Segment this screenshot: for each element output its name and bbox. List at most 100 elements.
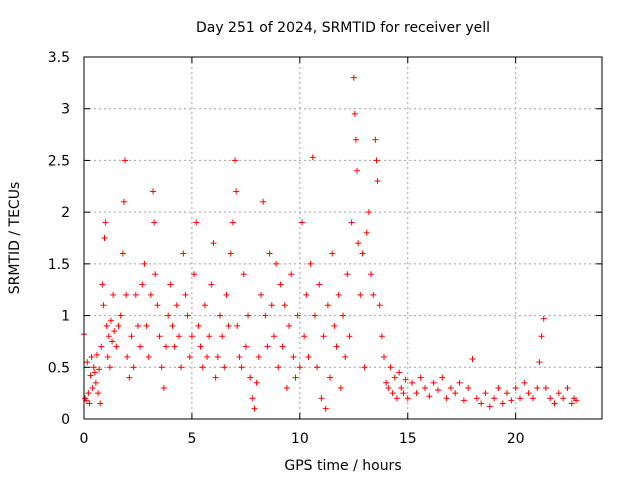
data-point — [329, 250, 336, 257]
data-point — [281, 302, 288, 309]
data-point — [409, 379, 416, 386]
data-point — [111, 328, 118, 335]
data-point — [132, 291, 139, 298]
data-point — [413, 390, 420, 397]
data-point — [422, 384, 429, 391]
data-point — [240, 271, 247, 278]
data-point — [398, 384, 405, 391]
data-point — [119, 250, 126, 257]
data-point — [145, 353, 152, 360]
data-point — [529, 395, 536, 402]
data-point — [277, 281, 284, 288]
data-point — [91, 369, 98, 376]
data-point — [113, 343, 120, 350]
data-point — [182, 291, 189, 298]
data-point — [372, 136, 379, 143]
data-point — [123, 291, 130, 298]
data-point — [516, 395, 523, 402]
data-point — [229, 219, 236, 226]
data-point — [512, 384, 519, 391]
data-point — [233, 188, 240, 195]
data-point — [368, 271, 375, 278]
x-tick-label: 15 — [399, 431, 417, 447]
data-point — [266, 250, 273, 257]
data-point — [110, 291, 117, 298]
data-point — [151, 219, 158, 226]
data-point — [447, 384, 454, 391]
data-point — [456, 379, 463, 386]
data-point — [104, 353, 111, 360]
data-point — [387, 364, 394, 371]
data-point — [191, 271, 198, 278]
data-point — [268, 302, 275, 309]
data-point — [385, 384, 392, 391]
data-point — [188, 333, 195, 340]
data-point — [97, 400, 104, 407]
data-point — [124, 353, 131, 360]
x-tick-label: 20 — [507, 431, 525, 447]
data-point — [352, 136, 359, 143]
data-point — [257, 291, 264, 298]
data-point — [279, 343, 286, 350]
data-point — [197, 343, 204, 350]
data-point — [178, 364, 185, 371]
data-point — [508, 397, 515, 404]
x-tick-label: 0 — [80, 431, 89, 447]
data-point — [342, 353, 349, 360]
data-point — [439, 374, 446, 381]
data-point — [98, 343, 105, 350]
data-point — [175, 333, 182, 340]
data-point — [264, 343, 271, 350]
data-point — [547, 395, 554, 402]
data-point — [298, 219, 305, 226]
y-axis-label: SRMTID / TECUs — [7, 182, 23, 295]
data-point — [335, 291, 342, 298]
data-point — [238, 364, 245, 371]
data-point — [426, 393, 433, 400]
data-point — [152, 271, 159, 278]
data-point — [465, 384, 472, 391]
y-tick-label: 3.5 — [48, 50, 70, 66]
data-point — [473, 395, 480, 402]
data-point — [355, 240, 362, 247]
data-point — [359, 250, 366, 257]
y-tick-label: 1 — [61, 309, 70, 325]
data-point — [290, 353, 297, 360]
data-point — [275, 364, 282, 371]
data-point — [206, 333, 213, 340]
data-point — [92, 379, 99, 386]
data-point — [93, 351, 100, 358]
data-point — [400, 390, 407, 397]
data-point — [221, 364, 228, 371]
data-point — [128, 333, 135, 340]
data-point — [491, 395, 498, 402]
data-point — [564, 384, 571, 391]
data-point — [320, 333, 327, 340]
data-point — [316, 281, 323, 288]
data-point — [160, 384, 167, 391]
data-point — [169, 322, 176, 329]
data-point — [417, 374, 424, 381]
data-point — [260, 198, 267, 205]
data-point — [223, 291, 230, 298]
data-point — [452, 390, 459, 397]
data-point — [296, 364, 303, 371]
data-point — [89, 384, 96, 391]
data-point — [542, 384, 549, 391]
data-point — [96, 366, 103, 373]
data-point — [101, 235, 108, 241]
data-point — [87, 372, 94, 379]
y-tick-label: 3 — [61, 102, 70, 118]
data-point — [109, 338, 116, 345]
data-point — [84, 359, 91, 366]
data-point — [344, 271, 351, 278]
data-point — [307, 260, 314, 267]
data-point — [171, 343, 178, 350]
data-point — [126, 374, 133, 381]
data-point — [396, 369, 403, 376]
data-point — [134, 322, 141, 329]
data-point — [102, 219, 109, 226]
data-point — [534, 384, 541, 391]
data-point — [389, 390, 396, 397]
y-tick-label: 0.5 — [48, 360, 70, 376]
